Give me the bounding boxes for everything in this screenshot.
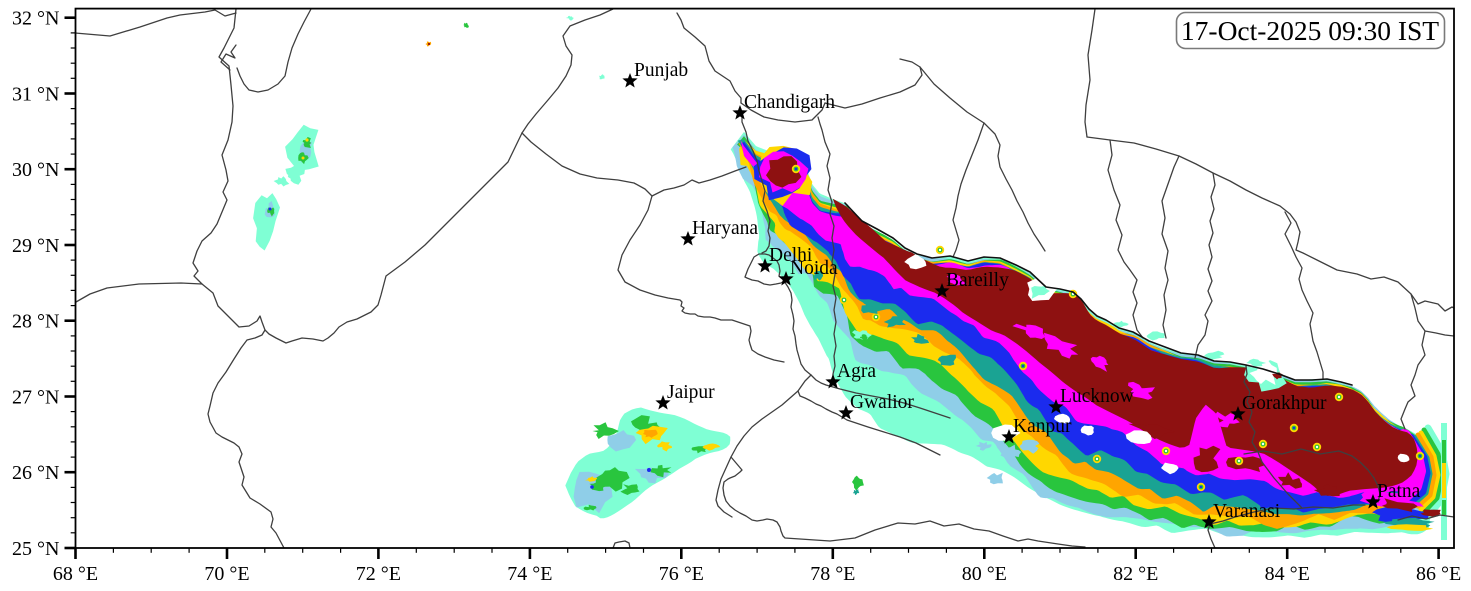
svg-text:32 °N: 32 °N <box>12 8 59 30</box>
svg-text:31 °N: 31 °N <box>12 84 59 106</box>
svg-text:74 °E: 74 °E <box>507 563 552 585</box>
svg-text:72 °E: 72 °E <box>356 563 401 585</box>
svg-text:Bareilly: Bareilly <box>946 270 1009 291</box>
svg-text:Gorakhpur: Gorakhpur <box>1242 393 1327 414</box>
svg-text:70 °E: 70 °E <box>204 563 249 585</box>
svg-text:Delhi: Delhi <box>769 245 813 266</box>
svg-text:Varanasi: Varanasi <box>1213 501 1281 522</box>
svg-text:Jaipur: Jaipur <box>667 382 715 403</box>
svg-text:29 °N: 29 °N <box>12 235 59 257</box>
svg-text:Haryana: Haryana <box>692 218 758 239</box>
svg-text:Noida: Noida <box>790 258 838 279</box>
svg-text:68 °E: 68 °E <box>53 563 98 585</box>
svg-text:78 °E: 78 °E <box>810 563 855 585</box>
svg-text:25 °N: 25 °N <box>12 538 59 560</box>
svg-text:Patna: Patna <box>1377 481 1421 502</box>
svg-text:30 °N: 30 °N <box>12 159 59 181</box>
svg-text:Gwalior: Gwalior <box>850 392 914 413</box>
svg-text:76 °E: 76 °E <box>659 563 704 585</box>
svg-text:80 °E: 80 °E <box>962 563 1007 585</box>
svg-text:Chandigarh: Chandigarh <box>744 92 835 113</box>
svg-text:28 °N: 28 °N <box>12 311 59 333</box>
svg-text:26 °N: 26 °N <box>12 462 59 484</box>
svg-text:Kanpur: Kanpur <box>1013 416 1072 437</box>
svg-text:Agra: Agra <box>837 361 876 382</box>
svg-text:84 °E: 84 °E <box>1265 563 1310 585</box>
svg-text:Lucknow: Lucknow <box>1060 386 1134 407</box>
svg-text:Punjab: Punjab <box>634 60 688 81</box>
svg-text:86 °E: 86 °E <box>1416 563 1461 585</box>
svg-text:82 °E: 82 °E <box>1113 563 1158 585</box>
svg-text:27 °N: 27 °N <box>12 387 59 409</box>
svg-text:17-Oct-2025 09:30 IST: 17-Oct-2025 09:30 IST <box>1181 15 1439 46</box>
